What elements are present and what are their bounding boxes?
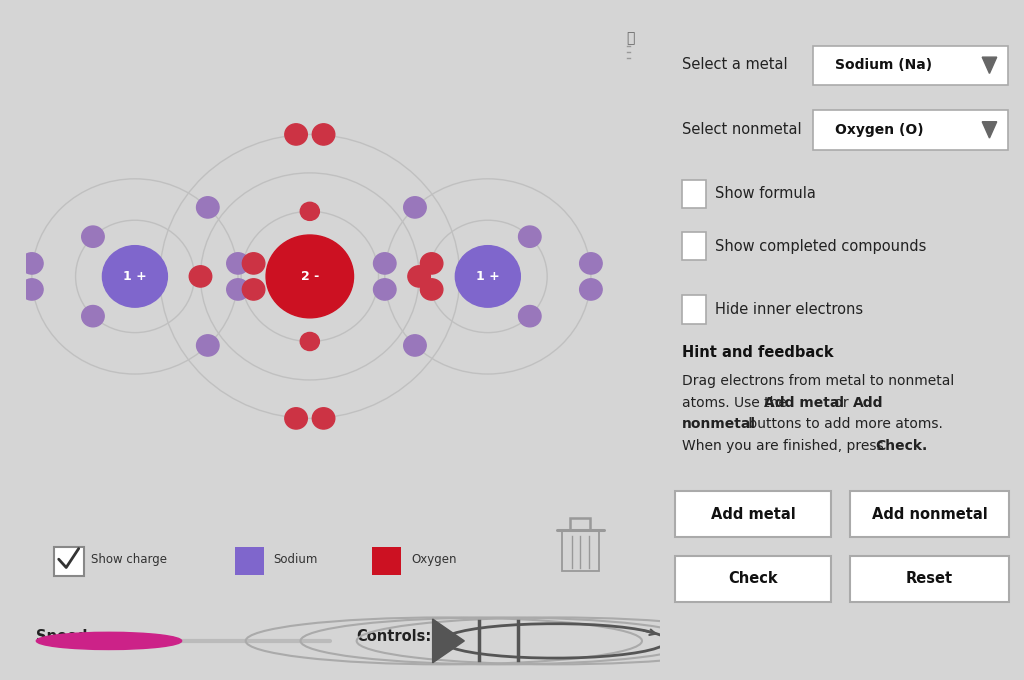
FancyBboxPatch shape bbox=[850, 556, 1010, 602]
Circle shape bbox=[312, 124, 335, 145]
Text: Reset: Reset bbox=[906, 571, 953, 586]
Bar bbox=[53, 547, 84, 576]
Text: Hide inner electrons: Hide inner electrons bbox=[715, 302, 863, 317]
Text: Add metal: Add metal bbox=[764, 396, 844, 409]
Circle shape bbox=[312, 408, 335, 429]
FancyBboxPatch shape bbox=[675, 556, 831, 602]
Circle shape bbox=[197, 197, 219, 218]
Bar bbox=[373, 547, 401, 575]
Text: Add nonmetal: Add nonmetal bbox=[871, 507, 987, 522]
Text: Show formula: Show formula bbox=[715, 186, 816, 201]
Circle shape bbox=[374, 279, 396, 300]
FancyBboxPatch shape bbox=[675, 491, 831, 537]
Text: Oxygen (O): Oxygen (O) bbox=[835, 123, 924, 137]
Circle shape bbox=[226, 253, 249, 274]
Text: Speed: Speed bbox=[36, 630, 88, 645]
Circle shape bbox=[403, 335, 426, 356]
Circle shape bbox=[285, 124, 307, 145]
Text: nonmetal: nonmetal bbox=[682, 418, 757, 431]
Circle shape bbox=[456, 245, 520, 307]
Circle shape bbox=[82, 305, 104, 327]
Text: Check: Check bbox=[728, 571, 778, 586]
Text: atoms. Use the: atoms. Use the bbox=[682, 396, 792, 409]
Bar bbox=[682, 180, 706, 208]
FancyBboxPatch shape bbox=[813, 46, 1008, 85]
Polygon shape bbox=[982, 122, 996, 138]
Circle shape bbox=[374, 253, 396, 274]
Circle shape bbox=[20, 253, 43, 274]
Bar bbox=[682, 295, 706, 324]
Circle shape bbox=[102, 245, 167, 307]
Text: Select nonmetal: Select nonmetal bbox=[682, 122, 802, 137]
Circle shape bbox=[243, 279, 265, 300]
Circle shape bbox=[421, 253, 442, 274]
Circle shape bbox=[285, 408, 307, 429]
Text: buttons to add more atoms.: buttons to add more atoms. bbox=[744, 418, 943, 431]
Circle shape bbox=[300, 333, 319, 351]
Circle shape bbox=[197, 335, 219, 356]
Polygon shape bbox=[432, 619, 464, 663]
Text: Oxygen: Oxygen bbox=[411, 553, 457, 566]
Circle shape bbox=[580, 279, 602, 300]
Text: Show charge: Show charge bbox=[91, 553, 167, 566]
Text: Sodium: Sodium bbox=[273, 553, 318, 566]
Text: ⌷: ⌷ bbox=[627, 31, 635, 45]
Circle shape bbox=[20, 279, 43, 300]
Circle shape bbox=[266, 235, 353, 318]
Text: or: or bbox=[829, 396, 853, 409]
FancyBboxPatch shape bbox=[850, 491, 1010, 537]
Circle shape bbox=[82, 226, 104, 248]
Text: Add metal: Add metal bbox=[711, 507, 796, 522]
Circle shape bbox=[189, 266, 212, 287]
Circle shape bbox=[300, 202, 319, 220]
Circle shape bbox=[243, 253, 265, 274]
Text: Select a metal: Select a metal bbox=[682, 57, 787, 72]
Bar bbox=[682, 232, 706, 260]
Text: 2 -: 2 - bbox=[301, 270, 318, 283]
Text: When you are finished, press: When you are finished, press bbox=[682, 439, 888, 453]
FancyBboxPatch shape bbox=[813, 110, 1008, 150]
Text: Hint and feedback: Hint and feedback bbox=[682, 345, 834, 360]
Circle shape bbox=[403, 197, 426, 218]
Bar bbox=[561, 531, 599, 571]
Circle shape bbox=[518, 226, 541, 248]
Text: Check.: Check. bbox=[874, 439, 927, 453]
Circle shape bbox=[421, 279, 442, 300]
Circle shape bbox=[226, 279, 249, 300]
Text: Sodium (Na): Sodium (Na) bbox=[835, 58, 932, 72]
Bar bbox=[234, 547, 263, 575]
Text: Add: Add bbox=[853, 396, 884, 409]
Text: Controls:: Controls: bbox=[356, 630, 432, 645]
Circle shape bbox=[518, 305, 541, 327]
Bar bbox=[570, 517, 590, 530]
Circle shape bbox=[408, 266, 430, 287]
Text: Show completed compounds: Show completed compounds bbox=[715, 239, 927, 254]
Circle shape bbox=[36, 632, 181, 649]
Circle shape bbox=[580, 253, 602, 274]
Text: Drag electrons from metal to nonmetal: Drag electrons from metal to nonmetal bbox=[682, 374, 954, 388]
Text: 1 +: 1 + bbox=[123, 270, 146, 283]
Polygon shape bbox=[982, 57, 996, 73]
Text: 1 +: 1 + bbox=[476, 270, 500, 283]
